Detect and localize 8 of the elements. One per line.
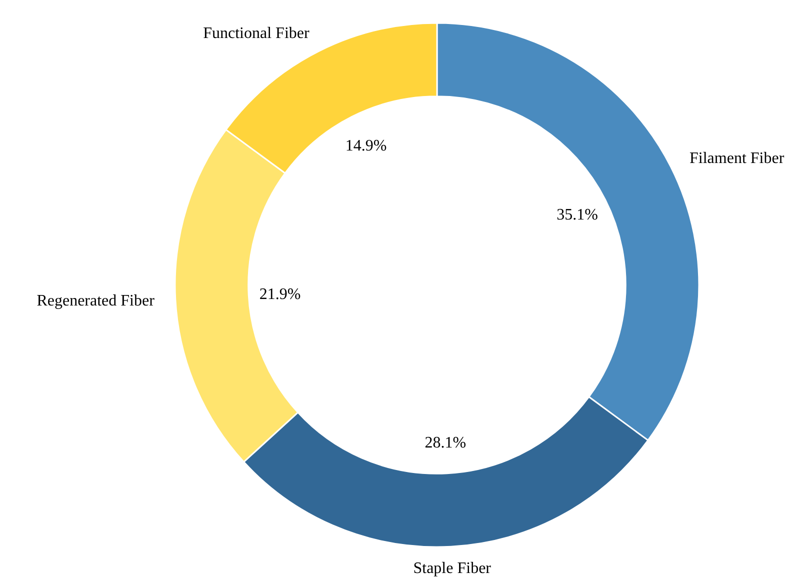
data-label: 14.9% (345, 137, 387, 154)
data-label: 35.1% (556, 206, 598, 224)
slice-label: Functional Fiber (203, 25, 310, 42)
data-label: 21.9% (259, 286, 301, 303)
slice-label: Regenerated Fiber (36, 292, 156, 310)
slice-label: Filament Fiber (690, 150, 785, 167)
slice-label: Staple Fiber (413, 560, 492, 578)
data-label: 28.1% (424, 434, 466, 452)
